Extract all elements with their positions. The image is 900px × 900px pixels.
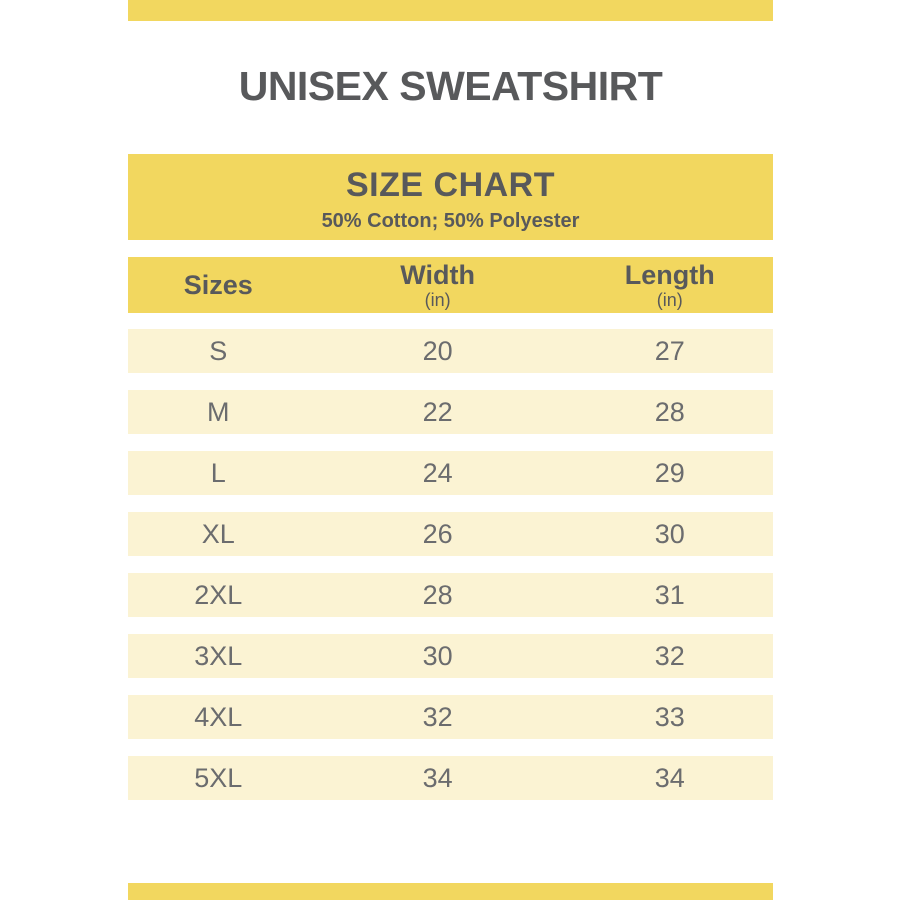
cell-length: 32 (654, 641, 685, 671)
column-label: Length (624, 259, 715, 290)
cell-length: 27 (654, 336, 685, 366)
cell-width: 30 (422, 641, 453, 671)
cell-width: 28 (422, 580, 453, 610)
cell-size: M (207, 397, 230, 427)
cell-length: 30 (654, 519, 685, 549)
page-title: UNISEX SWEATSHIRT (238, 63, 663, 109)
cell-length: 31 (654, 580, 685, 610)
cell-width: 20 (422, 336, 453, 366)
cell-length: 34 (654, 763, 685, 793)
table-row: M 22 28 (128, 390, 773, 434)
table-row: 5XL 34 34 (128, 756, 773, 800)
size-chart-header: SIZE CHART 50% Cotton; 50% Polyester (128, 154, 773, 240)
cell-width: 24 (422, 458, 453, 488)
cell-size: 3XL (194, 641, 243, 671)
table-row: 3XL 30 32 (128, 634, 773, 678)
cell-width: 22 (422, 397, 453, 427)
table-header-row: Sizes Width (in) Length (in) (128, 257, 773, 313)
table-row: 4XL 32 33 (128, 695, 773, 739)
size-table-body: S 20 27 M 22 28 L 24 29 XL 26 30 2XL 28 31 3XL 30 32 4XL 32… (128, 329, 773, 817)
cell-size: 5XL (194, 763, 243, 793)
table-row: XL 26 30 (128, 512, 773, 556)
column-label: Sizes (183, 270, 253, 300)
column-header-width: Width (in) (309, 257, 567, 313)
table-row: 2XL 28 31 (128, 573, 773, 617)
cell-size: 4XL (194, 702, 243, 732)
cell-width: 26 (422, 519, 453, 549)
cell-length: 29 (654, 458, 685, 488)
top-accent-bar (128, 0, 773, 21)
column-header-sizes: Sizes (128, 257, 309, 313)
cell-width: 34 (422, 763, 453, 793)
cell-length: 33 (654, 702, 685, 732)
table-row: L 24 29 (128, 451, 773, 495)
size-chart-title: SIZE CHART (346, 166, 555, 204)
cell-size: S (209, 336, 228, 366)
cell-width: 32 (422, 702, 453, 732)
column-label: Width (400, 259, 475, 290)
column-unit: (in) (424, 289, 451, 310)
fabric-composition-subtitle: 50% Cotton; 50% Polyester (321, 210, 580, 232)
bottom-accent-bar (128, 883, 773, 900)
column-unit: (in) (656, 289, 683, 310)
column-header-length: Length (in) (567, 257, 773, 313)
table-row: S 20 27 (128, 329, 773, 373)
cell-size: L (210, 458, 226, 488)
cell-length: 28 (654, 397, 685, 427)
cell-size: 2XL (194, 580, 243, 610)
cell-size: XL (201, 519, 235, 549)
